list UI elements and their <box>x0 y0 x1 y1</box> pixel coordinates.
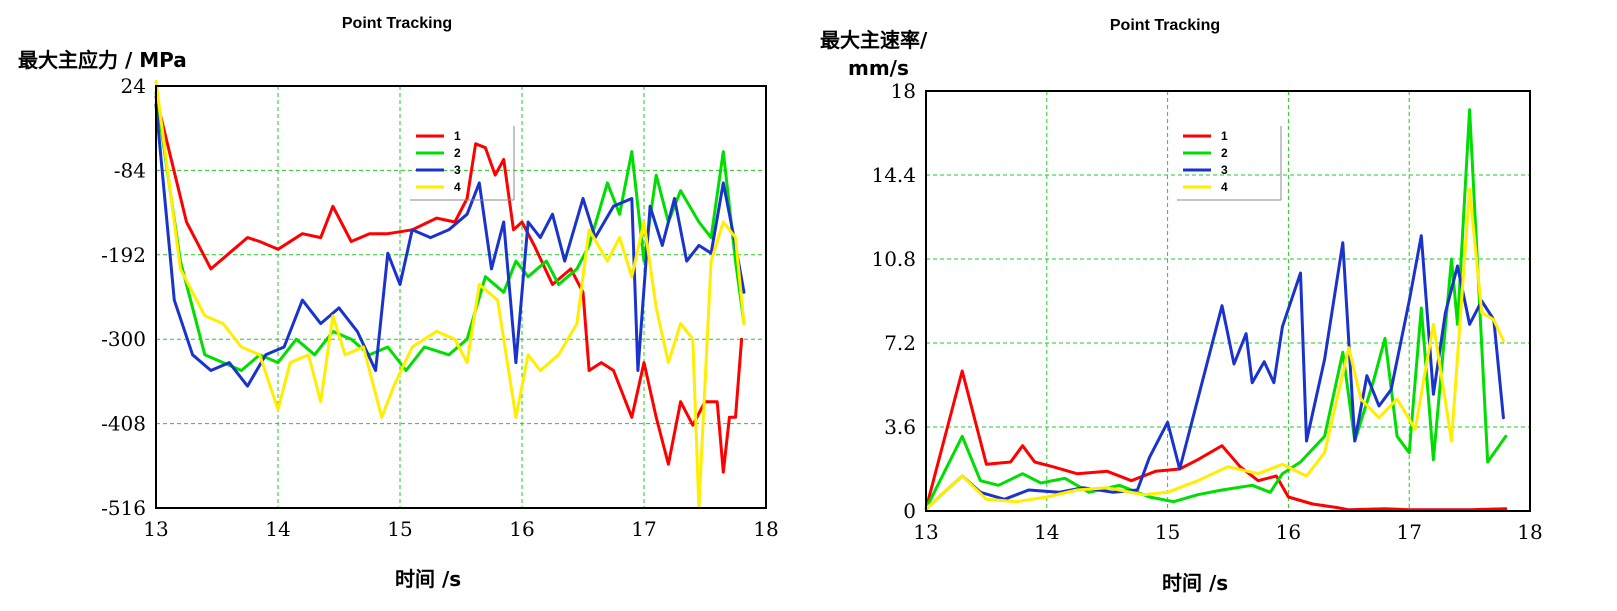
stress-chart: Point Tracking 最大主应力 / MPa 时间 /s 13 14 15 1… <box>18 15 779 591</box>
stress-y-tick-label: -516 <box>101 496 146 520</box>
velocity-grid <box>926 91 1530 511</box>
stress-legend-label-1: 1 <box>454 129 461 143</box>
stress-y-tick-label: -300 <box>101 327 146 351</box>
velocity-y-tick-label: 14.4 <box>871 163 916 187</box>
velocity-y-tick-label: 3.6 <box>884 415 916 439</box>
velocity-y-tick-label: 10.8 <box>871 247 916 271</box>
stress-y-tick-label: -84 <box>114 158 146 182</box>
stress-x-tick-label: 16 <box>509 517 534 541</box>
stress-legend-label-3: 3 <box>454 163 461 177</box>
velocity-legend: 1 2 3 4 <box>1177 126 1282 201</box>
velocity-legend-label-1: 1 <box>1221 129 1228 143</box>
velocity-x-axis-label: 时间 /s <box>1162 571 1228 595</box>
stress-legend-label-4: 4 <box>454 180 461 194</box>
stress-x-axis-label: 时间 /s <box>395 567 461 591</box>
stress-series-3-line <box>154 103 746 388</box>
velocity-chart: Point Tracking 最大主速率/ mm/s 时间 /s 13 14 15 1… <box>820 17 1543 595</box>
velocity-x-tick-label: 16 <box>1276 520 1301 544</box>
stress-y-tick-label: 24 <box>121 74 146 98</box>
velocity-y-tick-label: 18 <box>891 79 916 103</box>
stress-x-tick-label: 14 <box>265 517 290 541</box>
velocity-x-tick-label: 17 <box>1396 520 1421 544</box>
velocity-x-tick-label: 14 <box>1034 520 1059 544</box>
velocity-chart-title: Point Tracking <box>1110 17 1220 34</box>
stress-series-2-line <box>154 91 746 372</box>
velocity-y-axis-label-line1: 最大主速率/ <box>820 28 928 52</box>
velocity-series-4-line <box>924 187 1505 511</box>
velocity-series-2-line <box>924 108 1508 511</box>
stress-legend-label-2: 2 <box>454 146 461 160</box>
velocity-x-tick-label: 13 <box>913 520 938 544</box>
velocity-series-3-line <box>924 234 1505 511</box>
stress-grid <box>156 86 766 508</box>
velocity-series-1-line <box>924 369 1508 512</box>
stress-series-4-line <box>154 79 746 510</box>
velocity-series-group <box>924 108 1508 512</box>
stress-chart-title: Point Tracking <box>342 15 452 32</box>
velocity-x-tick-label: 15 <box>1155 520 1180 544</box>
stress-x-tick-label: 13 <box>143 517 168 541</box>
stress-x-tick-label: 18 <box>753 517 778 541</box>
stress-plot-frame <box>155 85 767 509</box>
velocity-legend-label-4: 4 <box>1221 180 1228 194</box>
stress-y-tick-label: -192 <box>101 243 146 267</box>
stress-y-tick-label: -408 <box>101 412 146 436</box>
velocity-plot-frame <box>925 90 1531 512</box>
stress-x-tick-label: 17 <box>631 517 656 541</box>
velocity-legend-label-2: 2 <box>1221 146 1228 160</box>
stress-legend: 1 2 3 4 <box>410 126 515 201</box>
stress-series-1-line <box>154 95 744 474</box>
stress-x-tick-label: 15 <box>387 517 412 541</box>
velocity-y-axis-label-line2: mm/s <box>848 56 909 80</box>
velocity-y-tick-label: 7.2 <box>884 331 916 355</box>
stress-series-group <box>154 79 746 510</box>
stress-y-axis-label: 最大主应力 / MPa <box>18 48 187 72</box>
velocity-legend-label-3: 3 <box>1221 163 1228 177</box>
velocity-y-tick-label: 0 <box>903 499 916 523</box>
velocity-x-tick-label: 18 <box>1517 520 1542 544</box>
